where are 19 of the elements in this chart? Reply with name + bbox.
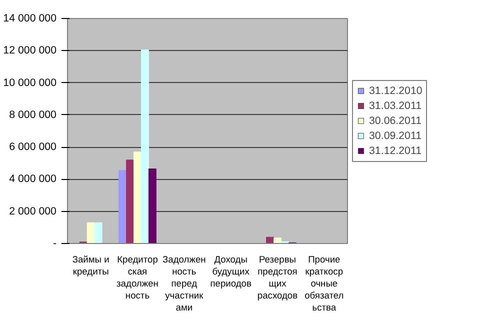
y-tick-label: 10 000 000 [3,76,57,89]
x-tick-label: Займы и кредиты [72,254,110,276]
x-tick-label: Доходы будущих периодов [210,254,252,288]
y-tick-label: 2 000 000 [9,205,57,218]
x-tick-label: Резервы предстоящих расходов [257,254,298,300]
y-tick-label: 8 000 000 [9,108,57,121]
y-tick-label: 4 000 000 [9,173,57,186]
x-tick-label: Прочие краткосрочные обязательства [304,254,344,312]
legend-label: 31.12.2010 [369,84,422,96]
legend-label: 31.03.2011 [369,100,422,112]
legend-label: 31.12.2011 [369,144,422,156]
y-tick-label: 14 000 000 [3,12,57,24]
x-tick-label: Кредиторская задолженность [116,254,158,300]
y-tick-label: - [52,238,57,250]
legend-label: 30.06.2011 [369,114,422,126]
x-tick-label: Задолженность перед участниками [162,254,206,312]
legend-label: 30.09.2011 [369,130,422,142]
y-tick-label: 12 000 000 [3,44,57,57]
y-tick-label: 6 000 000 [9,141,57,154]
